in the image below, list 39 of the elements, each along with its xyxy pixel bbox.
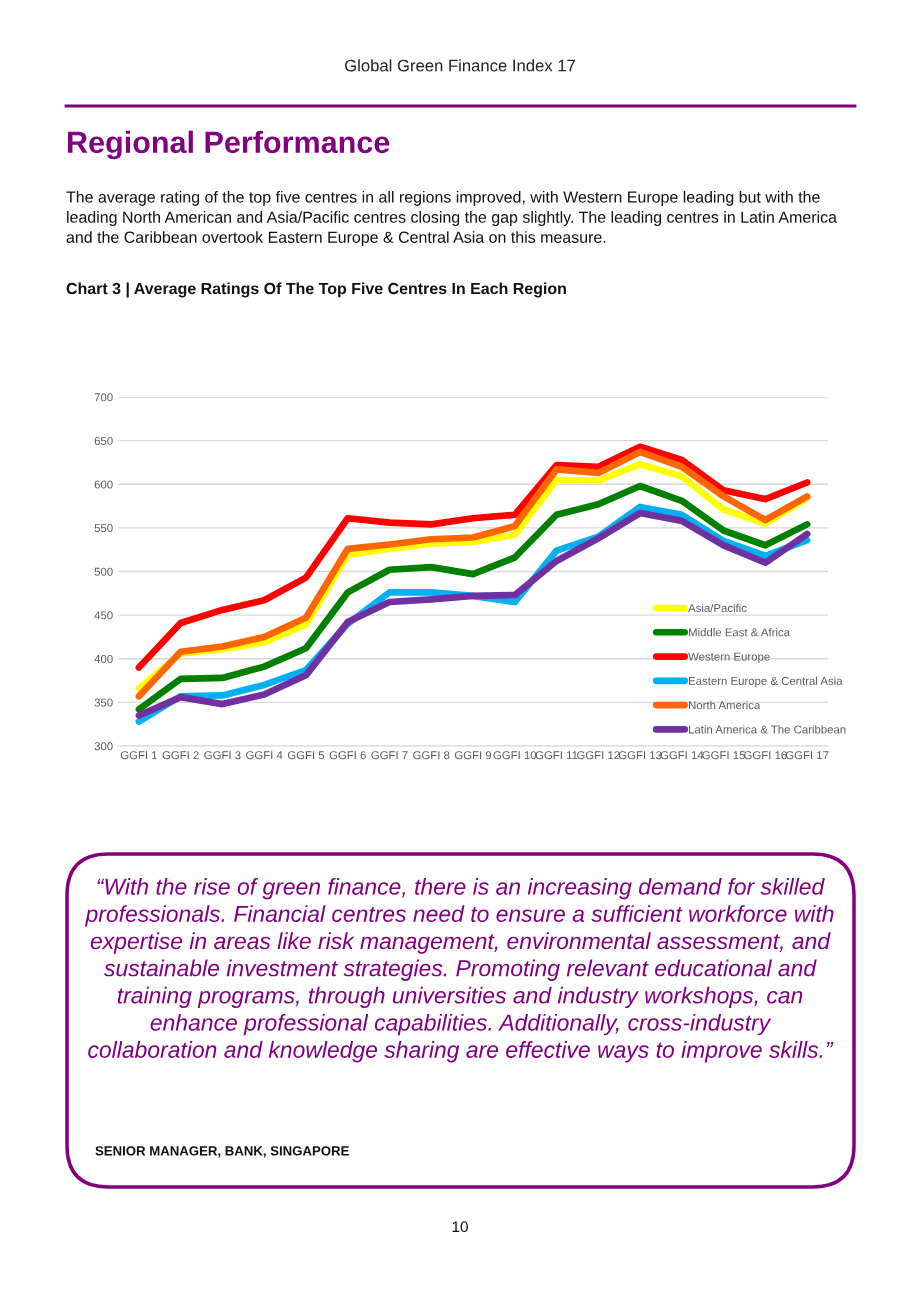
chart-title: Regional Performance: [68, 130, 390, 160]
x-tick-label: GGFI 10: [493, 751, 537, 760]
x-tick-label: GGFI 4: [246, 751, 283, 760]
x-tick-label: GGFI 7: [371, 751, 408, 760]
x-tick-label: GGFI 3: [204, 751, 241, 760]
x-tick-label: GGFI 9: [454, 751, 492, 760]
legend-label: Middle East & Africa: [689, 628, 790, 637]
text: 10: [452, 1221, 468, 1233]
x-tick-label: GGFI 14: [660, 751, 704, 760]
y-tick-label: 600: [94, 480, 113, 489]
y-tick-label: 400: [94, 654, 113, 663]
legend-label: North America: [689, 700, 761, 710]
x-tick-label: GGFI 6: [329, 751, 366, 760]
text: SENIOR MANAGER, BANK, SINGAPORE: [95, 1146, 349, 1158]
y-tick-label: 650: [94, 436, 113, 445]
text: “With the rise of green finance, there is an increasing demand for skilled professionals. Financial centres need to ensure a sufficient workforce with expertise in areas like risk management, environmental assessment, and sustainable investment strategies. Promoting relevant educational and training programs, through universities and industry workshops, can enhance professional capabilities. Additionally, cross-industry collaboration and knowledge sharing are effective ways to improve skills.”: [84, 878, 834, 1063]
legend-label: Western Europe: [688, 652, 770, 663]
y-tick-label: 700: [94, 393, 113, 402]
x-tick-label: GGFI 15: [702, 751, 745, 760]
text: Global Green Finance Index 17: [345, 59, 575, 72]
caption: Chart 3 | Average Ratings Of The Top Five Centres In Each Region: [66, 282, 566, 298]
x-tick-label: GGFI 2: [162, 751, 199, 760]
x-tick-label: GGFI 12: [577, 751, 620, 760]
x-tick-label: GGFI 1: [120, 751, 157, 760]
y-tick-label: 500: [94, 567, 113, 576]
x-tick-label: GGFI 16: [744, 751, 787, 760]
x-tick-label: GGFI 11: [535, 751, 578, 760]
x-tick-label: GGFI 13: [618, 751, 662, 760]
x-tick-label: GGFI 17: [785, 751, 829, 760]
y-tick-label: 550: [94, 524, 113, 533]
y-tick-label: 450: [94, 611, 113, 620]
legend-label: Latin America & The Caribbean: [689, 725, 846, 734]
y-tick-label: 300: [94, 742, 113, 751]
chart-subtitle: The average rating of the top five centres in all regions improved, with Western Europe leading but with the leading North American and Asia/Pacific centres closing the gap slightly. The leading centres in Latin America and the Caribbean overtook Eastern Europe & Central Asia on this measure.: [66, 191, 837, 247]
y-tick-label: 350: [94, 698, 113, 707]
legend-label: Asia/Pacific: [688, 603, 747, 613]
x-tick-label: GGFI 5: [287, 751, 325, 760]
x-tick-label: GGFI 8: [413, 751, 450, 760]
legend-label: Eastern Europe & Central Asia: [689, 676, 843, 688]
